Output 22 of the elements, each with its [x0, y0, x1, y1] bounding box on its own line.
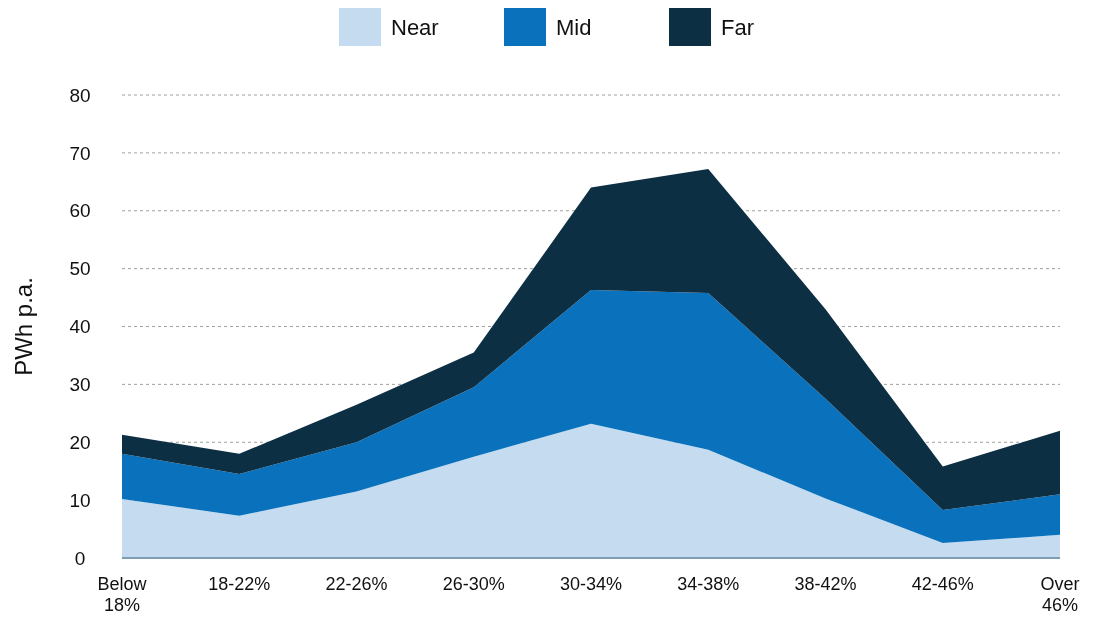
x-tick-label: Over 46% — [1040, 574, 1080, 615]
y-tick-label: 50 — [69, 258, 91, 280]
legend-label: Mid — [556, 14, 592, 40]
y-tick-label: 30 — [69, 374, 91, 396]
x-tick-label: 30-34% — [559, 574, 623, 594]
y-tick-label: 60 — [69, 200, 91, 222]
x-tick-label: Below 18% — [97, 574, 148, 615]
y-tick-label: 40 — [69, 316, 91, 338]
y-tick-label: 0 — [74, 547, 86, 569]
x-tick-label: 18-22% — [208, 574, 271, 594]
x-tick-label: 34-38% — [677, 574, 740, 594]
x-tick-label: 26-30% — [442, 574, 505, 594]
y-axis-title: PWh p.a. — [10, 277, 37, 376]
y-tick-label: 20 — [69, 431, 91, 453]
y-tick-label: 10 — [69, 489, 91, 511]
x-tick-label: 22-26% — [325, 574, 388, 594]
x-tick-label: 42-46% — [911, 574, 974, 594]
y-tick-label: 80 — [69, 84, 91, 106]
legend-label: Far — [721, 14, 754, 40]
x-tick-label: 38-42% — [794, 574, 857, 594]
legend-label: Near — [391, 14, 439, 40]
y-tick-label: 70 — [69, 142, 91, 164]
